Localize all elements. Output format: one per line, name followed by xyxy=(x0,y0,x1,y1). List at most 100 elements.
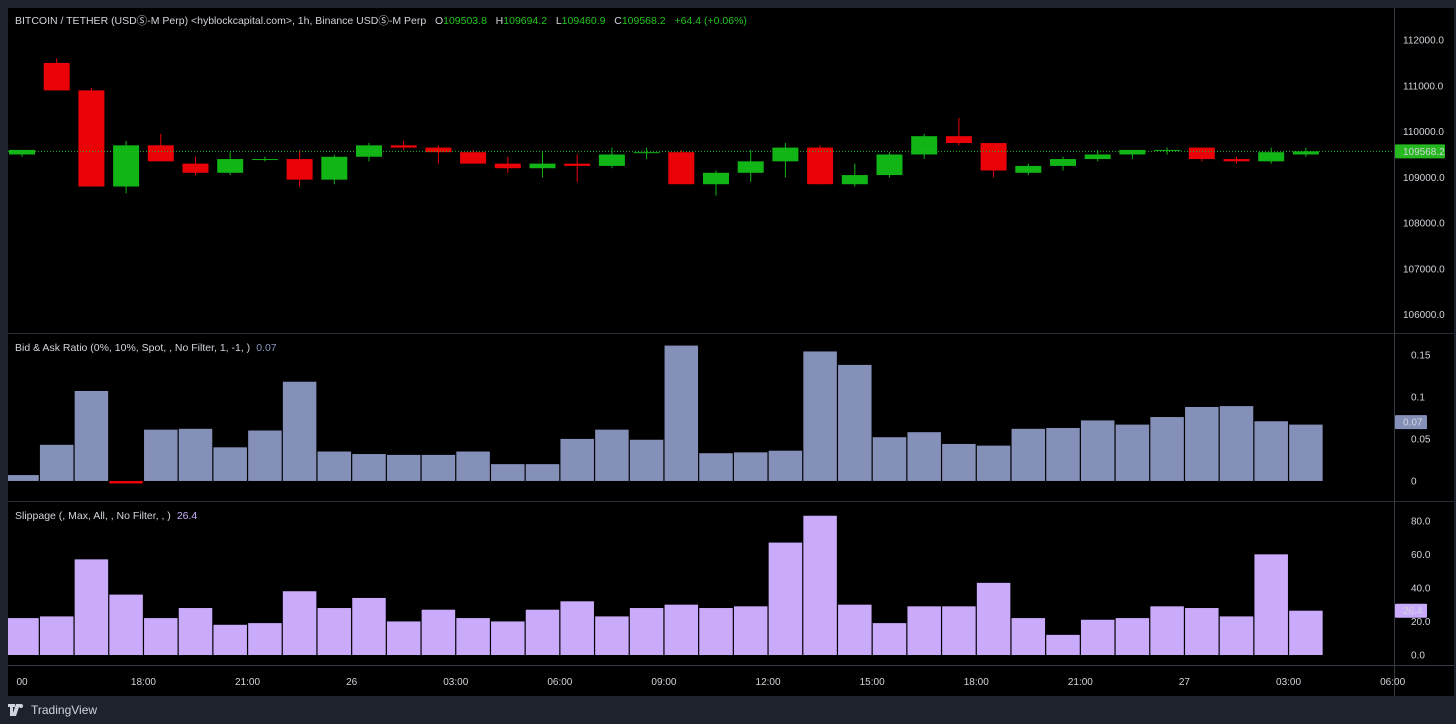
candle xyxy=(321,154,348,185)
candle-body xyxy=(598,154,625,166)
candle xyxy=(390,140,417,150)
candle xyxy=(78,88,105,187)
last-price-tag xyxy=(1395,144,1445,159)
slippage-bar xyxy=(248,623,282,655)
candle-body xyxy=(1050,159,1076,166)
candle-body xyxy=(286,159,313,180)
ratio-bar xyxy=(1046,427,1080,481)
ohlc-high: H109694.2 xyxy=(495,15,548,27)
ratio-title: Bid & Ask Ratio (0%, 10%, Spot, , No Fil… xyxy=(15,342,251,354)
footer: TradingView xyxy=(8,700,97,720)
price-tick-label: 106000.0 xyxy=(1403,310,1445,321)
candle-body xyxy=(1188,147,1215,160)
ratio-bar xyxy=(213,447,247,481)
candle xyxy=(113,140,140,194)
price-tick-label: 111000.0 xyxy=(1403,81,1444,92)
ratio-bar xyxy=(421,454,456,481)
time-tick-label: 15:00 xyxy=(860,677,885,688)
ratio-bar xyxy=(1254,421,1288,481)
slippage-title: Slippage (, Max, All, , No Filter, , ) xyxy=(15,510,171,522)
candle-body xyxy=(807,147,834,185)
slippage-bar xyxy=(39,616,74,655)
price-tick-label: 109000.0 xyxy=(1403,173,1445,184)
ratio-bar xyxy=(872,437,907,481)
ratio-bar xyxy=(144,429,178,481)
slippage-bar xyxy=(421,609,456,655)
slippage-bar xyxy=(282,591,317,655)
candle-body xyxy=(1223,159,1250,162)
candle-body xyxy=(1154,149,1181,151)
candle-body xyxy=(529,163,556,169)
candle-body xyxy=(911,136,938,155)
chart-canvas[interactable]: 112000.0 111000.0 110000.0 109000.0 108000.0… xyxy=(8,8,1454,696)
ratio-bar xyxy=(178,428,213,481)
time-tick-label: 09:00 xyxy=(651,677,676,688)
ratio-bar xyxy=(699,453,733,481)
ratio-tick-label: 0.05 xyxy=(1411,434,1431,445)
candle xyxy=(1223,156,1250,164)
slippage-bar xyxy=(109,594,143,655)
ratio-bar xyxy=(1289,424,1323,481)
slippage-value-label: 26.4 xyxy=(1403,606,1423,617)
slippage-bar xyxy=(664,604,699,655)
time-tick-label: 21:00 xyxy=(235,677,260,688)
ratio-bar xyxy=(1115,424,1150,481)
slippage-bar xyxy=(144,618,178,655)
time-tick-label: 21:00 xyxy=(1068,677,1093,688)
ratio-bar xyxy=(282,381,317,481)
time-tick-label: 00 xyxy=(16,677,28,688)
ratio-value-tag xyxy=(1395,415,1427,430)
candle xyxy=(668,149,695,185)
candle-body xyxy=(251,159,278,161)
candle xyxy=(1292,147,1319,157)
ratio-bar xyxy=(525,464,560,481)
candle-body xyxy=(737,161,764,173)
candle-body xyxy=(217,159,244,173)
candle xyxy=(425,145,452,164)
candle xyxy=(356,143,382,162)
symbol-title: BITCOIN / TETHER (USDⓈ-M Perp) <hyblockc… xyxy=(15,15,427,27)
candle xyxy=(841,163,868,187)
ratio-bar xyxy=(942,443,976,481)
ratio-bar xyxy=(768,450,803,481)
candle-body xyxy=(425,147,452,153)
ratio-legend[interactable]: Bid & Ask Ratio (0%, 10%, Spot, , No Fil… xyxy=(15,341,277,355)
ratio-bar xyxy=(976,445,1011,481)
ratio-bar xyxy=(595,429,629,481)
time-tick-label: 03:00 xyxy=(443,677,468,688)
ohlc-close: C109568.2 xyxy=(614,15,666,27)
slippage-bar xyxy=(1254,554,1288,655)
slippage-bar xyxy=(8,618,39,655)
candle xyxy=(286,149,313,187)
bid-ask-ratio-pane xyxy=(8,345,1323,484)
slippage-bar xyxy=(595,616,629,655)
chart-frame[interactable]: 112000.0 111000.0 110000.0 109000.0 108000.0… xyxy=(8,8,1454,696)
candle xyxy=(147,133,174,162)
candle-body xyxy=(321,156,348,180)
slippage-tick-label: 60.0 xyxy=(1411,550,1431,561)
slippage-bar xyxy=(1080,619,1115,655)
price-legend: BITCOIN / TETHER (USDⓈ-M Perp) <hyblockc… xyxy=(15,14,747,28)
slippage-bar xyxy=(942,606,976,655)
candle-body xyxy=(182,163,209,173)
candle xyxy=(772,143,799,178)
slippage-legend[interactable]: Slippage (, Max, All, , No Filter, , ) 26… xyxy=(15,509,197,523)
candle-body xyxy=(78,90,105,187)
ratio-tick-label: 0 xyxy=(1411,476,1417,487)
slippage-bar xyxy=(1150,606,1184,655)
ratio-value-label: 0.07 xyxy=(1403,418,1423,429)
slippage-tick-label: 0.0 xyxy=(1411,650,1425,661)
slippage-bar xyxy=(74,559,109,655)
ratio-bar xyxy=(1011,428,1046,481)
time-tick-label: 03:00 xyxy=(1276,677,1301,688)
slippage-bar xyxy=(1115,618,1150,655)
candle xyxy=(217,152,244,176)
ohlc-low: L109460.9 xyxy=(555,15,606,27)
candle-body xyxy=(1015,165,1042,173)
price-change: +64.4 (+0.06%) xyxy=(674,15,747,27)
slippage-bar xyxy=(178,608,213,655)
ratio-bar xyxy=(1185,406,1219,481)
time-tick-label: 06:00 xyxy=(1380,677,1405,688)
slippage-tick-label: 80.0 xyxy=(1411,516,1431,527)
candle xyxy=(980,143,1007,178)
